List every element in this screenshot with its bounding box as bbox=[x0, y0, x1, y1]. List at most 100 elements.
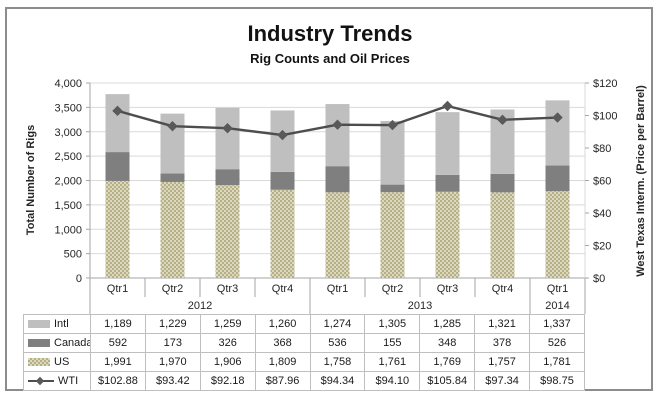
table-cell: $102.88 bbox=[90, 371, 146, 391]
table-cell: $94.10 bbox=[364, 371, 421, 391]
right-tick-label: $40 bbox=[593, 208, 611, 220]
bar-segment-us bbox=[435, 191, 460, 278]
wti-marker-icon bbox=[497, 114, 508, 126]
table-cell: 526 bbox=[529, 333, 585, 353]
left-tick-label: 2,500 bbox=[54, 151, 82, 163]
bar-segment-canada bbox=[270, 171, 295, 190]
bar-segment-canada bbox=[380, 184, 405, 193]
table-cell: 1,229 bbox=[144, 314, 201, 334]
chart-title: Industry Trends bbox=[247, 21, 413, 46]
right-tick-label: $0 bbox=[593, 273, 605, 285]
table-cell: 1,758 bbox=[309, 352, 366, 372]
legend-table: Intl 1,189 1,229 1,259 1,260 1,274 1,305 1,285 1… bbox=[23, 314, 585, 391]
quarter-label: Qtr4 bbox=[492, 283, 513, 295]
legend-cell-intl: Intl bbox=[23, 314, 91, 334]
year-label: 2012 bbox=[188, 300, 212, 312]
quarter-label: Qtr4 bbox=[272, 283, 293, 295]
series-label: Canada bbox=[54, 337, 91, 349]
table-cell: $94.34 bbox=[309, 371, 366, 391]
table-cell: 592 bbox=[90, 333, 146, 353]
table-cell: 368 bbox=[254, 333, 311, 353]
table-row: Canada 592 173 326 368 536 155 348 378 526 bbox=[23, 333, 585, 353]
legend-cell-us: US bbox=[23, 352, 91, 372]
bar-segment-intl bbox=[215, 107, 240, 170]
bar-segment-canada bbox=[105, 152, 130, 181]
bar-segment-us bbox=[160, 181, 185, 278]
left-tick-label: 1,000 bbox=[54, 224, 82, 236]
quarter-label: Qtr1 bbox=[107, 283, 128, 295]
quarter-label: Qtr3 bbox=[437, 283, 458, 295]
table-cell: 1,991 bbox=[90, 352, 146, 372]
table-cell: 173 bbox=[144, 333, 201, 353]
bar-segment-us bbox=[105, 180, 130, 278]
wti-marker-icon bbox=[442, 100, 453, 112]
table-cell: 1,285 bbox=[419, 314, 476, 334]
canada-swatch-icon bbox=[28, 339, 50, 347]
bar-segment-us bbox=[380, 192, 405, 278]
table-cell: 1,906 bbox=[199, 352, 256, 372]
left-tick-label: 3,500 bbox=[54, 102, 82, 114]
quarter-label: Qtr3 bbox=[217, 283, 238, 295]
wti-marker-icon bbox=[277, 129, 288, 141]
wti-line-swatch-icon bbox=[28, 377, 54, 386]
left-tick-label: 1,500 bbox=[54, 200, 82, 212]
series-label: US bbox=[54, 356, 70, 368]
table-cell: 1,259 bbox=[199, 314, 256, 334]
table-cell: 348 bbox=[419, 333, 476, 353]
wti-marker-icon bbox=[387, 119, 398, 131]
right-tick-label: $100 bbox=[593, 111, 617, 123]
left-tick-label: 3,000 bbox=[54, 127, 82, 139]
quarter-label: Qtr1 bbox=[547, 283, 568, 295]
wti-marker-icon bbox=[552, 112, 563, 123]
table-cell: $92.18 bbox=[199, 371, 256, 391]
bar-segment-canada bbox=[545, 165, 570, 192]
year-label: 2014 bbox=[545, 300, 569, 312]
bar-segment-us bbox=[490, 192, 515, 278]
bar-segment-canada bbox=[215, 169, 240, 186]
table-cell: 326 bbox=[199, 333, 256, 353]
bar-segment-intl bbox=[435, 112, 460, 175]
table-row: US 1,991 1,970 1,906 1,809 1,758 1,761 1,769 1,7… bbox=[23, 352, 585, 372]
table-cell: 155 bbox=[364, 333, 421, 353]
wti-marker-icon bbox=[332, 119, 343, 130]
table-cell: $87.96 bbox=[254, 371, 311, 391]
bar-segment-intl bbox=[105, 94, 130, 153]
bar-segment-us bbox=[215, 185, 240, 278]
left-tick-label: 2,000 bbox=[54, 176, 82, 188]
bar-segment-canada bbox=[160, 173, 185, 182]
legend-cell-wti: WTI bbox=[23, 371, 91, 391]
table-cell: 1,321 bbox=[474, 314, 530, 334]
table-cell: 378 bbox=[474, 333, 530, 353]
table-cell: 1,809 bbox=[254, 352, 311, 372]
table-cell: 1,260 bbox=[254, 314, 311, 334]
table-cell: 1,781 bbox=[529, 352, 585, 372]
left-tick-label: 0 bbox=[76, 273, 82, 285]
year-label: 2013 bbox=[408, 300, 432, 312]
bar-segment-intl bbox=[545, 100, 570, 166]
table-cell: 1,189 bbox=[90, 314, 146, 334]
table-cell: $105.84 bbox=[419, 371, 476, 391]
chart-subtitle: Rig Counts and Oil Prices bbox=[250, 51, 410, 66]
bar-segment-canada bbox=[435, 174, 460, 192]
quarter-label: Qtr1 bbox=[327, 283, 348, 295]
wti-marker-icon bbox=[167, 120, 178, 132]
table-cell: 1,970 bbox=[144, 352, 201, 372]
quarter-label: Qtr2 bbox=[382, 283, 403, 295]
right-tick-label: $120 bbox=[593, 78, 617, 90]
bar-segment-us bbox=[545, 191, 570, 278]
bar-segment-intl bbox=[270, 110, 295, 172]
table-cell: $98.75 bbox=[529, 371, 585, 391]
bar-segment-canada bbox=[325, 166, 350, 193]
table-row: WTI $102.88 $93.42 $92.18 $87.96 $94.34 $94.10… bbox=[23, 371, 585, 391]
right-tick-label: $80 bbox=[593, 143, 611, 155]
legend-cell-canada: Canada bbox=[23, 333, 91, 353]
intl-swatch-icon bbox=[28, 320, 50, 328]
table-row: Intl 1,189 1,229 1,259 1,260 1,274 1,305 1,285 1… bbox=[23, 314, 585, 334]
quarter-label: Qtr2 bbox=[162, 283, 183, 295]
table-cell: 1,761 bbox=[364, 352, 421, 372]
series-label: Intl bbox=[54, 318, 69, 330]
table-cell: 536 bbox=[309, 333, 366, 353]
bar-segment-intl bbox=[325, 104, 350, 167]
